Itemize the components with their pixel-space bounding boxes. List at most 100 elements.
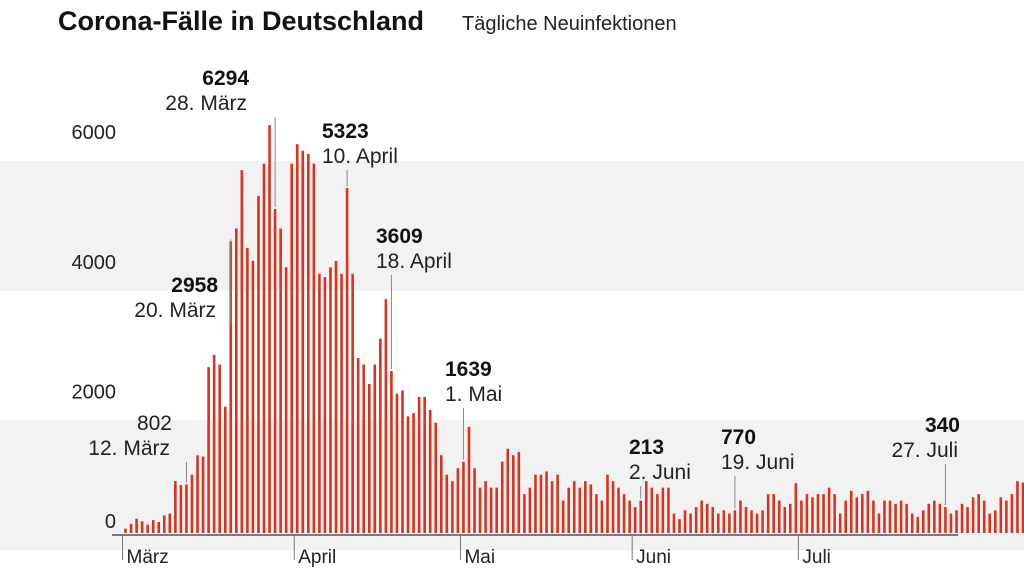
bar bbox=[545, 471, 548, 533]
bar bbox=[284, 267, 288, 533]
annotation-date: 12. März bbox=[88, 437, 170, 460]
bar bbox=[157, 521, 161, 533]
bar bbox=[883, 500, 886, 533]
bar bbox=[949, 513, 953, 533]
bar bbox=[262, 163, 266, 533]
bar bbox=[312, 163, 316, 533]
bar bbox=[578, 487, 582, 533]
bar bbox=[644, 481, 648, 533]
bar bbox=[789, 503, 792, 533]
bar bbox=[650, 487, 654, 533]
y-tick-label: 6000 bbox=[72, 122, 117, 144]
bar bbox=[872, 500, 875, 533]
bar bbox=[993, 510, 997, 533]
bar bbox=[705, 503, 709, 533]
bar bbox=[240, 170, 244, 533]
bar bbox=[129, 523, 133, 533]
bar bbox=[633, 507, 637, 533]
bar bbox=[844, 500, 847, 533]
bar bbox=[506, 448, 510, 533]
bar bbox=[1005, 500, 1008, 533]
bar bbox=[279, 228, 282, 533]
bar bbox=[866, 490, 870, 533]
bar bbox=[827, 487, 831, 533]
x-tick-label: Juni bbox=[636, 547, 671, 568]
bar bbox=[534, 474, 537, 533]
bar bbox=[589, 484, 593, 533]
bar bbox=[927, 503, 931, 533]
bar bbox=[639, 500, 643, 533]
bar bbox=[766, 494, 770, 533]
y-tick-label: 4000 bbox=[72, 252, 117, 274]
y-tick-label: 0 bbox=[105, 511, 116, 533]
bar bbox=[500, 461, 504, 533]
bar bbox=[916, 516, 920, 533]
bar bbox=[938, 503, 942, 533]
bar bbox=[1010, 494, 1014, 533]
bar bbox=[489, 487, 493, 533]
bar bbox=[755, 513, 759, 533]
bar bbox=[379, 338, 382, 533]
grid-band bbox=[0, 161, 1024, 291]
bar bbox=[207, 367, 210, 533]
bar bbox=[561, 500, 565, 533]
annotation-date: 20. März bbox=[134, 299, 216, 322]
bar bbox=[694, 507, 698, 533]
bar bbox=[966, 507, 969, 533]
bar bbox=[512, 455, 515, 533]
bar bbox=[777, 500, 781, 533]
chart-subtitle: Tägliche Neuinfektionen bbox=[462, 13, 677, 35]
annotation-date: 18. April bbox=[376, 250, 452, 273]
bar bbox=[744, 507, 748, 533]
bar bbox=[567, 487, 570, 533]
bar bbox=[257, 196, 260, 534]
bar bbox=[683, 510, 687, 533]
bar bbox=[329, 267, 332, 533]
bar bbox=[700, 500, 703, 533]
annotation-value: 1639 bbox=[445, 358, 492, 381]
y-tick-label: 2000 bbox=[72, 381, 117, 403]
bar bbox=[656, 494, 659, 533]
bar bbox=[595, 494, 598, 533]
annotation-value: 6294 bbox=[202, 67, 249, 90]
bar bbox=[151, 520, 155, 533]
bar bbox=[445, 474, 449, 533]
bar bbox=[223, 406, 227, 533]
bar bbox=[733, 510, 737, 533]
bar bbox=[367, 383, 371, 533]
bar bbox=[146, 524, 149, 533]
bar bbox=[977, 494, 980, 533]
bar bbox=[833, 494, 836, 533]
annotation-leader-lines bbox=[185, 117, 946, 509]
bar bbox=[661, 487, 665, 533]
bar bbox=[295, 144, 299, 533]
bar bbox=[456, 468, 460, 533]
annotation-value: 3609 bbox=[376, 225, 423, 248]
bar bbox=[606, 474, 609, 533]
bar bbox=[584, 481, 587, 533]
bar bbox=[716, 513, 720, 533]
annotation-date: 1. Mai bbox=[445, 383, 502, 406]
y-axis-ticks: 0 2000 4000 6000 bbox=[72, 122, 117, 533]
bar bbox=[351, 273, 354, 533]
bar bbox=[301, 150, 305, 533]
bar bbox=[268, 125, 271, 533]
annotation-value: 5323 bbox=[322, 120, 369, 143]
bar bbox=[390, 371, 393, 533]
x-axis-ticks: März April Mai Juni Juli bbox=[122, 535, 831, 568]
bar bbox=[877, 513, 881, 533]
bar bbox=[362, 364, 366, 533]
bar bbox=[162, 515, 166, 533]
bar bbox=[628, 500, 631, 533]
bar bbox=[462, 461, 465, 533]
bar bbox=[955, 510, 958, 533]
bar bbox=[794, 483, 798, 533]
x-tick-label: Juli bbox=[802, 547, 831, 568]
bar bbox=[855, 497, 859, 533]
bar bbox=[467, 426, 471, 533]
bar bbox=[417, 396, 421, 533]
bar bbox=[722, 510, 726, 533]
bar bbox=[251, 260, 255, 533]
annotation-date: 19. Juni bbox=[721, 451, 795, 474]
